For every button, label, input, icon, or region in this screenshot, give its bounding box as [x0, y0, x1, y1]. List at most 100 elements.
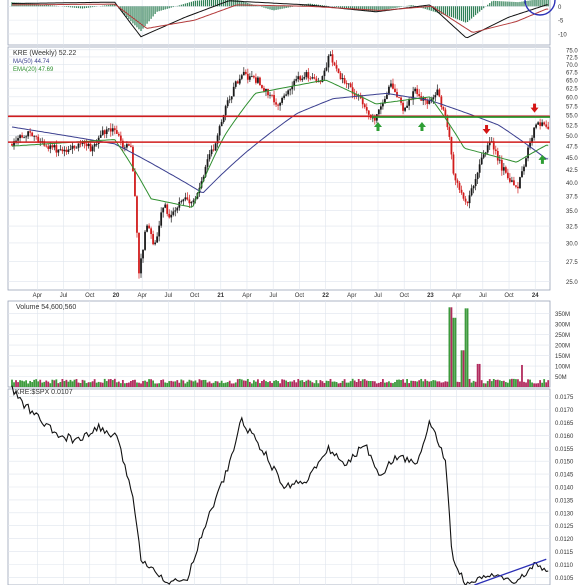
- volume-bar: [418, 380, 421, 387]
- volume-bar: [446, 381, 449, 387]
- candle-body: [142, 249, 144, 259]
- candle-body: [458, 182, 461, 190]
- volume-bar: [148, 379, 150, 387]
- macd-tick-label: 0: [558, 5, 562, 11]
- candle-body: [412, 91, 415, 100]
- candle-body: [456, 180, 459, 183]
- volume-bar: [152, 380, 155, 387]
- candle-body: [283, 95, 286, 98]
- volume-panel-frame: [7, 300, 551, 388]
- volume-bar: [279, 383, 281, 387]
- volume-bar: [307, 379, 310, 387]
- candle-body: [206, 159, 209, 167]
- macd-line: [12, 0, 549, 39]
- volume-bar: [420, 378, 423, 387]
- volume-bar: [400, 380, 402, 387]
- volume-bar: [311, 382, 314, 387]
- volume-bar: [365, 380, 368, 387]
- candle-body: [71, 145, 74, 149]
- candle-body: [307, 72, 310, 79]
- volume-bar: [51, 379, 54, 387]
- volume-bar: [440, 382, 443, 387]
- volume-bar: [222, 383, 225, 387]
- volume-bar: [188, 379, 191, 387]
- candle-body: [117, 133, 120, 136]
- volume-bar: [416, 381, 419, 387]
- price-panel-frame: [7, 46, 551, 291]
- volume-bar: [398, 379, 400, 387]
- candle-body: [190, 201, 193, 204]
- volume-bar: [170, 380, 173, 387]
- x-axis-label: Apr: [347, 293, 356, 299]
- candle-body: [83, 142, 86, 144]
- volume-bar: [285, 380, 288, 387]
- volume-bar: [315, 380, 318, 387]
- volume-bar: [71, 381, 74, 387]
- price-tick-label: 62.5: [566, 87, 578, 93]
- candle-body: [105, 129, 108, 135]
- price-tick-label: 50.0: [566, 134, 578, 140]
- volume-tick-label: 50M: [555, 375, 567, 381]
- volume-bar: [531, 382, 533, 387]
- volume-bar: [97, 381, 100, 387]
- candle-body: [511, 180, 513, 182]
- volume-bar: [138, 382, 140, 387]
- candle-body: [470, 188, 473, 196]
- volume-bar: [434, 380, 437, 387]
- volume-bar: [317, 383, 320, 387]
- candle-body: [55, 145, 58, 153]
- volume-bar: [29, 380, 32, 387]
- volume-bar: [79, 383, 82, 387]
- candle-body: [15, 140, 17, 142]
- volume-bar: [373, 381, 376, 387]
- candle-body: [363, 104, 366, 108]
- candle-body: [248, 76, 251, 80]
- candle-body: [373, 117, 376, 121]
- x-axis-label: Jul: [60, 293, 68, 299]
- candle-body: [47, 146, 50, 149]
- volume-bar: [404, 382, 406, 387]
- candle-body: [208, 154, 211, 160]
- volume-bar: [375, 383, 378, 387]
- volume-tick-label: 300M: [555, 323, 570, 329]
- macd-panel-frame: [7, 0, 551, 46]
- candle-body: [95, 143, 98, 145]
- volume-bar: [323, 382, 326, 387]
- volume-bar: [490, 381, 493, 387]
- candle-body: [418, 94, 421, 97]
- candle-body: [152, 234, 155, 245]
- volume-bar: [265, 381, 267, 387]
- candle-body: [547, 126, 550, 129]
- volume-bar: [125, 382, 128, 387]
- candle-body: [371, 117, 374, 119]
- candle-body: [466, 201, 469, 204]
- candle-body: [408, 99, 411, 106]
- candle-body: [85, 143, 88, 147]
- volume-bar: [164, 382, 167, 387]
- volume-bar: [17, 382, 19, 387]
- volume-bar: [390, 382, 392, 387]
- candle-body: [343, 78, 346, 84]
- candle-body: [192, 200, 195, 202]
- candle-body: [273, 95, 275, 103]
- candle-body: [404, 107, 406, 111]
- volume-bar: [234, 382, 237, 387]
- candle-body: [531, 137, 533, 143]
- volume-bar: [176, 380, 179, 387]
- candle-body: [188, 199, 191, 204]
- volume-bar: [396, 379, 398, 387]
- candle-body: [267, 88, 269, 96]
- candle-body: [103, 130, 106, 135]
- volume-bar: [335, 381, 338, 387]
- price-tick-label: 70.0: [566, 63, 578, 69]
- volume-bar: [377, 382, 380, 387]
- price-tick-label: 65.0: [566, 78, 578, 84]
- candle-body: [119, 135, 122, 141]
- volume-bar: [291, 381, 294, 387]
- volume-bar: [482, 383, 485, 387]
- price-tick-label: 47.5: [566, 145, 578, 151]
- volume-bar: [293, 380, 296, 387]
- volume-bar: [198, 379, 201, 387]
- volume-bar: [53, 380, 56, 387]
